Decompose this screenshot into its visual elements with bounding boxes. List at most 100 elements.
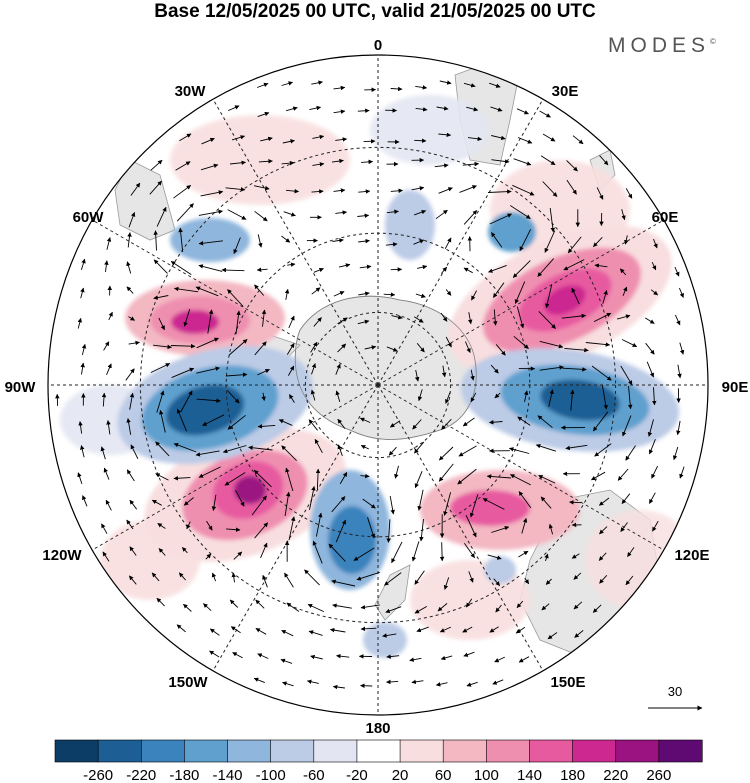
wind-arrow bbox=[414, 369, 420, 382]
wind-arrow bbox=[413, 316, 424, 323]
wind-arrow bbox=[386, 209, 399, 215]
wind-arrow bbox=[254, 284, 265, 296]
wind-arrow bbox=[488, 264, 507, 273]
wind-arrow bbox=[226, 527, 241, 532]
wind-arrow bbox=[287, 262, 296, 267]
wind-arrow bbox=[382, 633, 397, 638]
wind-arrow bbox=[209, 628, 220, 636]
wind-arrow bbox=[157, 523, 166, 529]
wind-arrow bbox=[541, 603, 550, 611]
wind-arrow bbox=[539, 365, 564, 371]
wind-arrow bbox=[153, 295, 169, 300]
wind-arrow bbox=[311, 80, 323, 85]
wind-arrow bbox=[364, 345, 377, 350]
wind-arrow bbox=[490, 364, 499, 374]
wind-arrow bbox=[516, 600, 524, 609]
wind-arrow bbox=[307, 603, 324, 613]
wind-arrow bbox=[594, 443, 612, 457]
wind-arrow bbox=[353, 547, 375, 561]
latitude-circle bbox=[139, 146, 617, 624]
wind-arrow bbox=[494, 392, 501, 399]
wind-arrow bbox=[490, 106, 503, 112]
wind-arrow bbox=[644, 317, 655, 324]
wind-arrow bbox=[645, 342, 655, 355]
wind-arrow bbox=[591, 365, 612, 381]
wind-arrow bbox=[491, 232, 503, 248]
wind-arrow bbox=[367, 517, 376, 539]
anomaly-faint-1 bbox=[170, 115, 350, 205]
colorbar-swatch bbox=[270, 739, 315, 763]
wind-arrow bbox=[625, 575, 634, 586]
colorbar-tick-label: -100 bbox=[256, 767, 286, 783]
colorbar-swatch bbox=[658, 739, 703, 763]
wind-arrow bbox=[435, 209, 448, 220]
wind-arrow bbox=[357, 108, 370, 113]
wind-arrow bbox=[445, 336, 452, 348]
wind-arrow bbox=[413, 239, 425, 245]
wind-arrow bbox=[233, 237, 241, 255]
wind-arrow bbox=[566, 160, 578, 172]
wind-arrow bbox=[128, 340, 140, 346]
wind-arrow bbox=[335, 363, 341, 375]
wind-arrow bbox=[596, 187, 604, 200]
negative-anomaly-160W-core bbox=[328, 506, 376, 574]
colorbar-swatch bbox=[399, 739, 444, 763]
wind-arrow bbox=[103, 467, 110, 480]
wind-arrow bbox=[516, 306, 525, 329]
wind-arrow bbox=[257, 424, 276, 429]
wind-arrow bbox=[513, 335, 529, 349]
wind-arrow bbox=[470, 392, 477, 403]
wind-arrow bbox=[599, 155, 609, 166]
colorbar-tick-label: -180 bbox=[169, 767, 199, 783]
wind-arrow bbox=[622, 415, 632, 437]
wind-arrow bbox=[80, 445, 85, 458]
wind-arrow bbox=[77, 317, 82, 329]
wind-arrow bbox=[203, 603, 212, 612]
wind-arrow bbox=[414, 471, 423, 489]
wind-arrow bbox=[385, 606, 402, 614]
wind-arrow bbox=[542, 133, 556, 142]
wind-arrow bbox=[200, 163, 219, 171]
wind-arrow bbox=[224, 472, 246, 486]
wind-arrow bbox=[571, 287, 580, 305]
label-lon-90e: 90E bbox=[722, 379, 749, 396]
wind-arrow bbox=[409, 657, 422, 662]
wind-arrow bbox=[150, 159, 163, 171]
wind-arrow bbox=[310, 341, 318, 353]
wind-arrow bbox=[202, 414, 225, 426]
wind-arrow bbox=[567, 236, 582, 254]
wind-arrow bbox=[537, 415, 553, 429]
wind-arrow bbox=[260, 136, 273, 142]
wind-arrow bbox=[411, 679, 424, 685]
reference-vector: 30 bbox=[648, 684, 703, 711]
wind-arrow bbox=[621, 339, 638, 348]
reference-vector-label: 30 bbox=[668, 684, 682, 699]
wind-arrow bbox=[332, 238, 344, 243]
wind-arrow bbox=[251, 495, 267, 516]
wind-arrow bbox=[106, 237, 112, 250]
wind-arrow bbox=[286, 602, 300, 612]
wind-arrow bbox=[518, 656, 530, 663]
wind-arrow bbox=[592, 411, 609, 432]
wind-arrow bbox=[599, 526, 608, 535]
wind-arrow bbox=[331, 158, 344, 164]
wind-arrow bbox=[253, 185, 270, 191]
wind-arrow bbox=[248, 445, 273, 451]
wind-arrow bbox=[463, 267, 473, 274]
wind-arrow bbox=[482, 498, 505, 510]
wind-arrow bbox=[622, 286, 628, 296]
wind-arrow bbox=[284, 288, 290, 300]
wind-arrow bbox=[176, 408, 187, 432]
wind-arrow bbox=[516, 108, 529, 115]
colorbar-tick-label: -220 bbox=[126, 767, 156, 783]
wind-arrow bbox=[573, 601, 583, 610]
wind-arrow bbox=[383, 292, 396, 297]
wind-arrow bbox=[390, 86, 403, 92]
wind-arrow bbox=[545, 578, 552, 585]
wind-arrow bbox=[494, 656, 505, 663]
label-lon-30e: 30E bbox=[552, 83, 579, 100]
wind-arrow bbox=[198, 466, 221, 478]
wind-arrow bbox=[538, 474, 556, 484]
wind-arrow bbox=[361, 159, 374, 165]
wind-arrow bbox=[495, 344, 506, 356]
